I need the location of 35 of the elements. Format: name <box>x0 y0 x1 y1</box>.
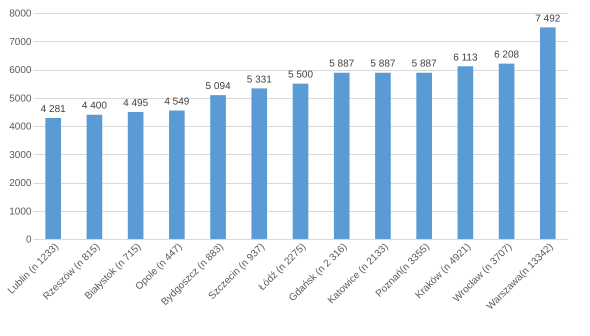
bar <box>334 72 350 239</box>
bar <box>540 27 556 239</box>
data-label: 6 208 <box>494 50 520 61</box>
data-label: 5 887 <box>412 58 438 70</box>
bar <box>498 64 514 239</box>
data-label: 5 500 <box>288 70 314 81</box>
bar <box>210 95 226 239</box>
bar <box>458 66 474 239</box>
y-tick-label: 8000 <box>9 8 32 20</box>
data-label: 4 549 <box>164 96 190 108</box>
y-tick-label: 3000 <box>9 150 32 161</box>
bar <box>128 112 144 239</box>
data-label: 5 887 <box>329 58 355 70</box>
y-tick-label: 5000 <box>9 93 32 104</box>
y-tick-label: 7000 <box>9 36 32 48</box>
bar <box>251 88 268 239</box>
bar <box>292 84 308 239</box>
bar <box>416 72 432 239</box>
y-tick-label: 0 <box>26 234 32 246</box>
bar <box>169 110 185 239</box>
bar <box>375 72 391 239</box>
data-label: 4 281 <box>40 104 66 116</box>
data-label: 4 400 <box>82 100 108 112</box>
data-label: 5 331 <box>246 74 272 86</box>
data-label: 5 887 <box>370 58 396 70</box>
bar <box>86 114 102 239</box>
y-tick-label: 2000 <box>9 178 32 189</box>
data-label: 5 094 <box>206 81 232 92</box>
data-label: 4 495 <box>123 98 149 110</box>
data-label: 7 492 <box>535 13 561 24</box>
data-label: 6 113 <box>453 52 478 64</box>
bar <box>45 118 62 239</box>
y-tick-label: 6000 <box>9 65 32 76</box>
y-tick-label: 1000 <box>9 206 32 218</box>
y-tick-label: 4000 <box>9 122 32 132</box>
